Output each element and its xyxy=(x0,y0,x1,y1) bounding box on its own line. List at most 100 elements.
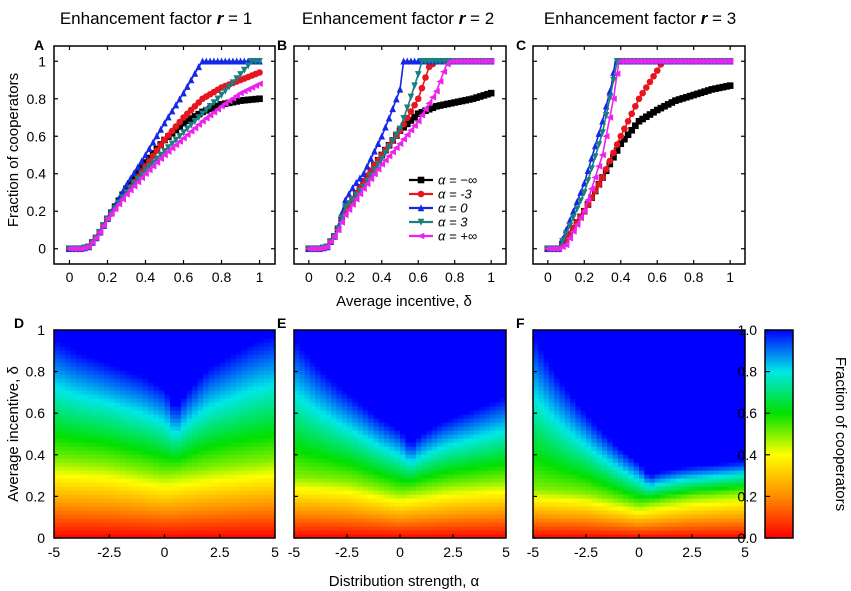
heatmap-cell xyxy=(431,370,438,375)
heatmap-cell xyxy=(368,406,375,411)
heatmap-cell xyxy=(463,518,470,523)
heatmap-cell xyxy=(65,350,72,355)
heatmap-cell xyxy=(192,446,199,451)
data-point xyxy=(664,101,672,108)
heatmap-cell xyxy=(294,330,300,335)
heatmap-cell xyxy=(147,518,155,523)
heatmap-cell xyxy=(421,366,428,371)
heatmap-cell xyxy=(208,498,215,503)
heatmap-cell xyxy=(474,394,481,399)
heatmap-cell xyxy=(70,442,77,447)
heatmap-cell xyxy=(65,450,72,455)
data-point xyxy=(363,162,371,170)
heatmap-cell xyxy=(236,446,243,451)
heatmap-cell xyxy=(410,338,417,343)
heatmap-cell xyxy=(186,398,193,403)
heatmap-cell xyxy=(197,454,204,459)
heatmap-cell xyxy=(341,482,348,487)
heatmap-cell xyxy=(484,526,491,531)
heatmap-cell xyxy=(325,502,332,507)
heatmap-cell xyxy=(320,450,327,455)
heatmap-cell xyxy=(147,486,155,491)
heatmap-cell xyxy=(192,410,199,415)
heatmap-cell xyxy=(304,374,311,379)
heatmap-cell xyxy=(426,510,433,515)
heatmap-cell xyxy=(219,346,226,351)
heatmap-cell xyxy=(225,410,232,415)
heatmap-cell xyxy=(384,398,390,403)
heatmap-cell xyxy=(103,378,110,383)
heatmap-cell xyxy=(458,518,465,523)
heatmap-cell xyxy=(421,346,428,351)
heatmap-cell xyxy=(479,418,486,423)
heatmap-cell xyxy=(158,402,166,407)
heatmap-cell xyxy=(241,342,248,347)
heatmap-cell xyxy=(164,394,171,399)
heatmap-cell xyxy=(181,374,188,379)
heatmap-cell xyxy=(120,330,127,335)
heatmap-cell xyxy=(389,454,396,459)
heatmap-cell xyxy=(347,418,353,423)
heatmap-cell xyxy=(109,366,116,371)
heatmap-cell xyxy=(453,450,459,455)
heatmap-cell xyxy=(247,506,254,511)
heatmap-cell xyxy=(378,374,385,379)
heatmap-cell xyxy=(421,458,428,463)
heatmap-cell xyxy=(120,382,127,387)
heatmap-cell xyxy=(447,414,454,419)
heatmap-cell xyxy=(309,394,316,399)
heatmap-cell xyxy=(208,366,215,371)
heatmap-cell xyxy=(384,410,390,415)
data-point xyxy=(111,205,119,213)
heatmap-cell xyxy=(164,482,171,487)
heatmap-cell xyxy=(410,406,417,411)
heatmap-cell xyxy=(175,446,182,451)
heatmap-cell xyxy=(92,398,99,403)
heatmap-cell xyxy=(214,466,221,471)
heatmap-cell xyxy=(309,490,316,495)
heatmap-cell xyxy=(181,446,188,451)
heatmap-cell xyxy=(336,470,343,475)
heatmap-cell xyxy=(357,434,364,439)
data-point xyxy=(191,124,199,132)
heatmap-cell xyxy=(325,370,332,375)
heatmap-cell xyxy=(431,522,438,527)
heatmap-cell xyxy=(131,386,138,391)
data-point xyxy=(566,222,574,230)
heatmap-cell xyxy=(352,534,359,538)
heatmap-cell xyxy=(208,502,215,507)
heatmap-cell xyxy=(437,390,443,395)
heatmap-cell xyxy=(309,486,316,491)
heatmap-cell xyxy=(405,466,412,471)
heatmap-cell xyxy=(484,350,491,355)
heatmap-cell xyxy=(59,394,66,399)
heatmap-cell xyxy=(208,490,215,495)
heatmap-cell xyxy=(378,458,385,463)
heatmap-cell xyxy=(175,526,182,531)
heatmap-cell xyxy=(230,330,237,335)
heatmap-cell xyxy=(320,334,327,339)
data-point xyxy=(118,195,126,203)
data-point xyxy=(385,143,393,151)
heatmap-cell xyxy=(453,482,459,487)
heatmap-cell xyxy=(368,462,375,467)
heatmap-cell xyxy=(304,414,311,419)
heatmap-cell xyxy=(368,470,375,475)
heatmap-cell xyxy=(410,462,417,467)
heatmap-cell xyxy=(230,334,237,339)
heatmap-cell xyxy=(357,534,364,538)
data-point xyxy=(382,149,389,157)
heatmap-cell xyxy=(347,434,353,439)
data-point xyxy=(627,57,636,65)
heatmap-cell xyxy=(373,334,380,339)
heatmap-cell xyxy=(463,526,470,531)
heatmap-cell xyxy=(309,454,316,459)
heatmap-cell xyxy=(463,490,470,495)
heatmap-cell xyxy=(442,362,449,367)
line-panel-b: 0 0.2 0.4 0.6 0.8 1 xyxy=(293,45,507,285)
heatmap-cell xyxy=(120,354,127,359)
heatmap-cell xyxy=(258,354,265,359)
data-point xyxy=(462,96,469,104)
heatmap-cell xyxy=(59,478,66,483)
heatmap-cell xyxy=(87,522,94,527)
